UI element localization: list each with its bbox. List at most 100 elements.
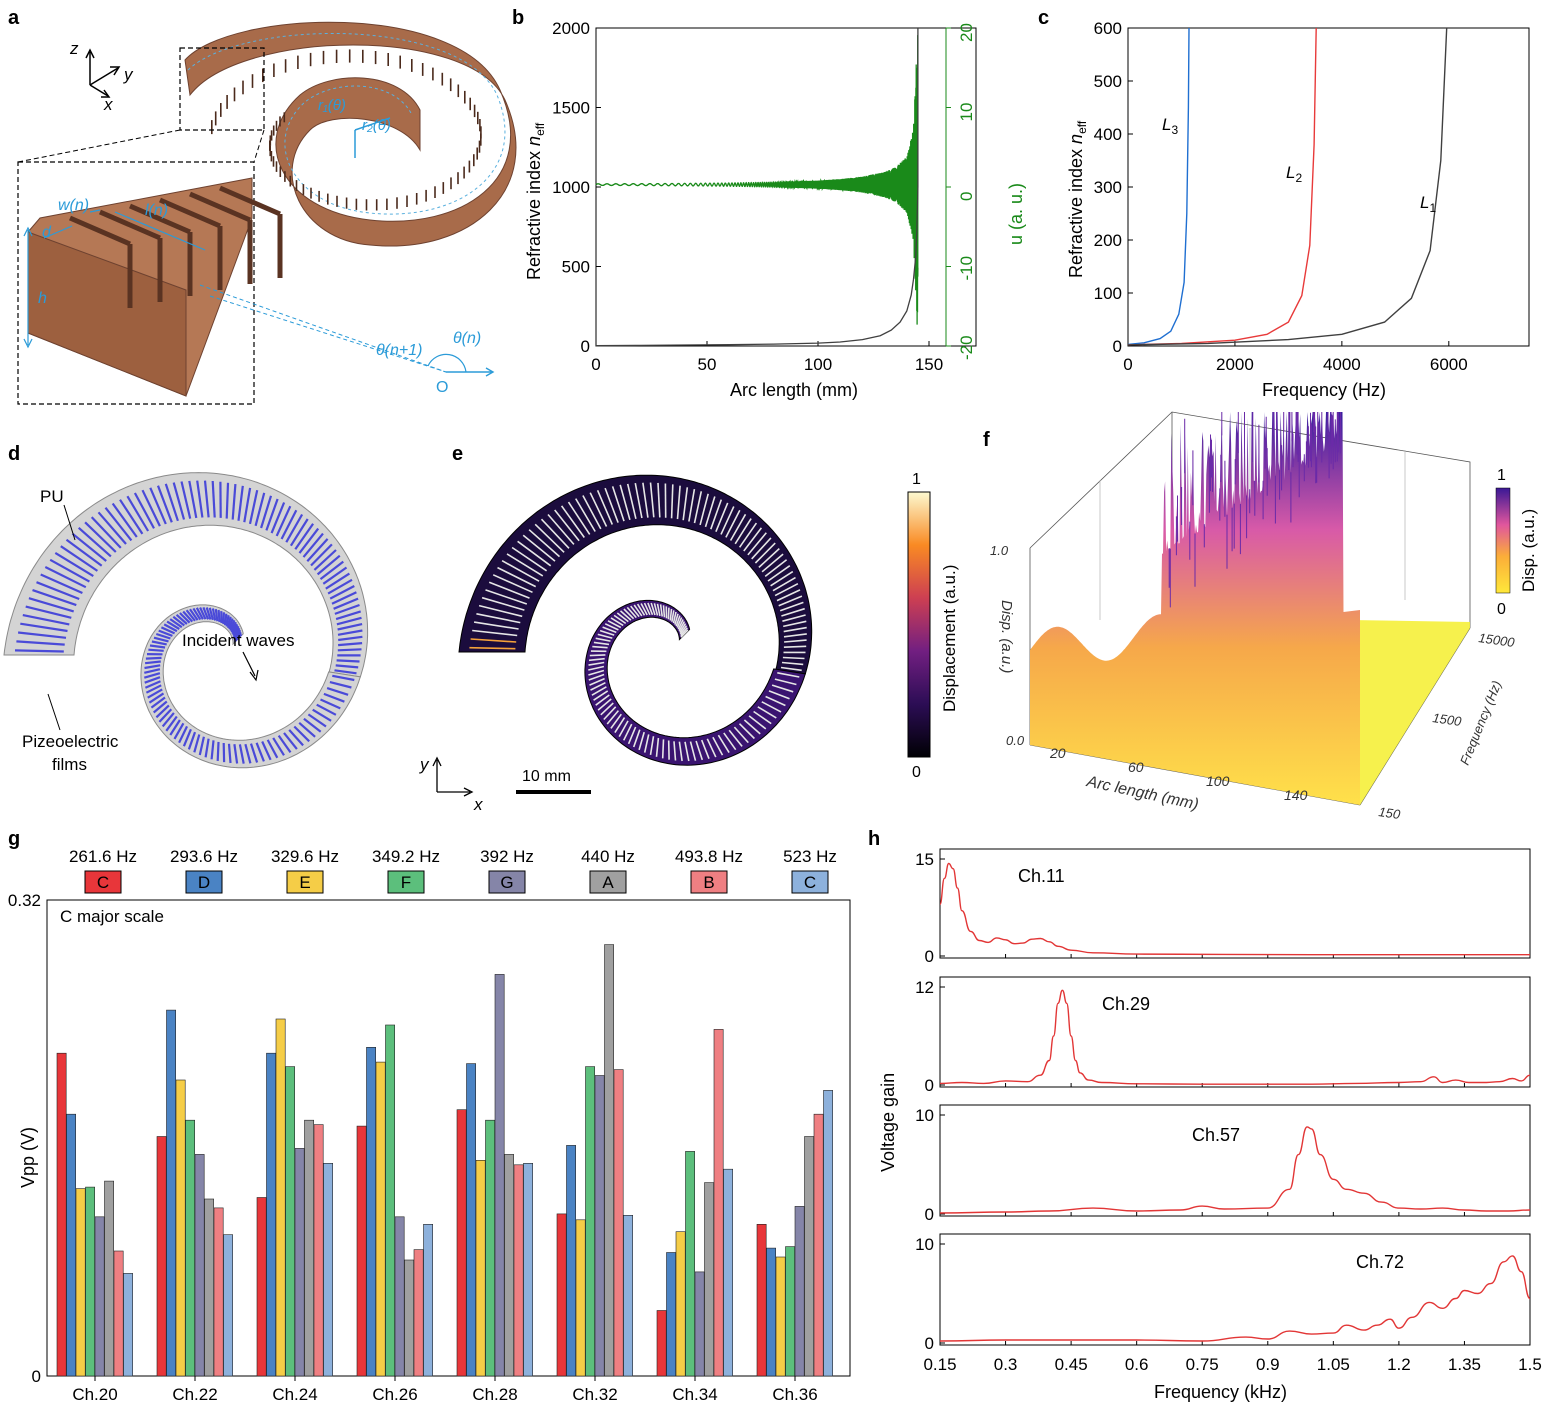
slot — [679, 625, 688, 635]
piezo-film — [316, 554, 341, 576]
bar-Ch.20-C — [56, 1052, 67, 1377]
panel-e-slots — [469, 482, 807, 762]
legend-swatch — [84, 870, 122, 894]
piezo-film — [331, 591, 357, 605]
slot — [723, 732, 737, 751]
panel-c-label-L3: L3 — [1162, 115, 1178, 137]
piezo-film — [145, 684, 162, 694]
piezo-film — [84, 521, 117, 553]
slot — [547, 513, 575, 545]
panel-e-colorbar-max: 1 — [912, 471, 921, 488]
piezo-film — [193, 734, 201, 753]
slot — [733, 726, 749, 744]
panel-e-colorbar — [907, 491, 931, 758]
slot — [472, 629, 518, 637]
piezo-film — [152, 700, 168, 714]
panel-b-chart: 0 500 1000 1500 2000 -20 -10 0 10 20 0 50 100 150 A… — [524, 19, 1026, 400]
panel-c-ytick-label: 0 — [1113, 337, 1122, 356]
panel-a-schematic: z y x r₁(θ) r₂(θ) w(n) — [17, 21, 517, 405]
panel-e-spiral-inner — [584, 599, 806, 766]
panel-e-colorbar-min: 0 — [912, 764, 921, 781]
bar-Ch.26-F — [385, 1024, 395, 1377]
piezo-film — [222, 612, 225, 625]
piezo-film — [216, 741, 220, 761]
piezo-film — [325, 572, 350, 590]
piezo-film — [298, 527, 320, 554]
panel-d-axis-y: y — [419, 755, 430, 774]
slot — [497, 566, 537, 588]
panel-label-c: c — [1038, 7, 1049, 29]
zoom-slot — [159, 197, 221, 229]
piezo-film — [169, 618, 183, 629]
panel-h-ytick-label: 10 — [915, 1106, 934, 1125]
panel-c-ytick-label: 400 — [1094, 125, 1122, 144]
slot — [470, 638, 517, 643]
slot — [779, 601, 804, 612]
panel-f-ztick-1: 1.0 — [990, 543, 1009, 558]
slot — [593, 641, 610, 646]
axis-label-x: x — [103, 95, 113, 114]
slot — [659, 604, 663, 617]
slot — [682, 487, 689, 521]
piezo-film — [164, 483, 179, 522]
bar-Ch.26-E — [375, 1061, 386, 1377]
panel-c-y-ticks: 0 100 200 300 400 500 600 — [1094, 19, 1133, 356]
piezo-film — [210, 740, 215, 760]
slot — [782, 614, 806, 622]
panel-h-xlabel: Frequency (kHz) — [1154, 1382, 1287, 1402]
bar-Ch.32-D — [566, 1145, 576, 1377]
bar-Ch.22-C — [156, 1136, 167, 1377]
piezo-film — [232, 627, 241, 638]
slot — [679, 623, 687, 633]
piezo-film — [288, 729, 304, 747]
piezo-film — [143, 672, 161, 679]
panel-d-layout: PU Incident waves Pizeoelectric films y … — [3, 472, 483, 814]
label-films-line1: Pizeoelectric — [22, 732, 119, 751]
panel-b-ytick-right-label: -20 — [957, 335, 976, 360]
piezo-film — [172, 482, 186, 520]
slot — [699, 493, 709, 526]
panel-f-ylabel: Frequency (Hz) — [1457, 678, 1504, 767]
slot — [588, 665, 605, 671]
slot — [676, 485, 681, 520]
panel-b-series-u — [595, 35, 919, 325]
piezo-film — [277, 734, 292, 754]
slot — [595, 637, 611, 642]
panel-h-channel-label: Ch.29 — [1102, 994, 1150, 1014]
piezo-film — [40, 573, 83, 595]
piezo-film — [65, 538, 103, 567]
slot — [673, 741, 677, 761]
piezo-film — [335, 610, 362, 621]
slot — [655, 737, 660, 757]
slot — [764, 559, 788, 578]
piezo-film — [180, 481, 192, 519]
zoomed-unit-cells: w(n) l(n) d h — [23, 177, 283, 397]
piezo-film — [327, 578, 353, 595]
piezo-film — [144, 660, 161, 665]
piezo-film — [322, 566, 348, 585]
slot — [720, 506, 735, 535]
bar-Ch.28-D — [466, 1063, 476, 1377]
panel-h-channel-label: Ch.57 — [1192, 1125, 1240, 1145]
panel-h-subplot-frame — [939, 848, 1531, 959]
slot — [674, 613, 679, 625]
slot — [522, 534, 556, 562]
bar-Ch.32-E — [575, 1219, 586, 1377]
slot — [636, 603, 646, 616]
bar-Ch.26-B — [413, 1249, 424, 1377]
panel-b-xtick-label: 100 — [804, 355, 832, 374]
bar-Ch.22-E — [175, 1079, 186, 1377]
piezo-film — [337, 629, 363, 636]
piezo-film — [338, 635, 363, 642]
legend-note: G — [500, 873, 513, 892]
piezo-film — [336, 616, 362, 626]
panel-h-subplot-frame — [939, 1233, 1531, 1346]
panel-c-ytick-label: 500 — [1094, 72, 1122, 91]
panel-f-xtick: 140 — [1284, 787, 1308, 803]
piezo-film — [227, 616, 232, 629]
slot — [597, 698, 612, 711]
slot — [633, 604, 643, 617]
piezo-film — [243, 487, 252, 523]
